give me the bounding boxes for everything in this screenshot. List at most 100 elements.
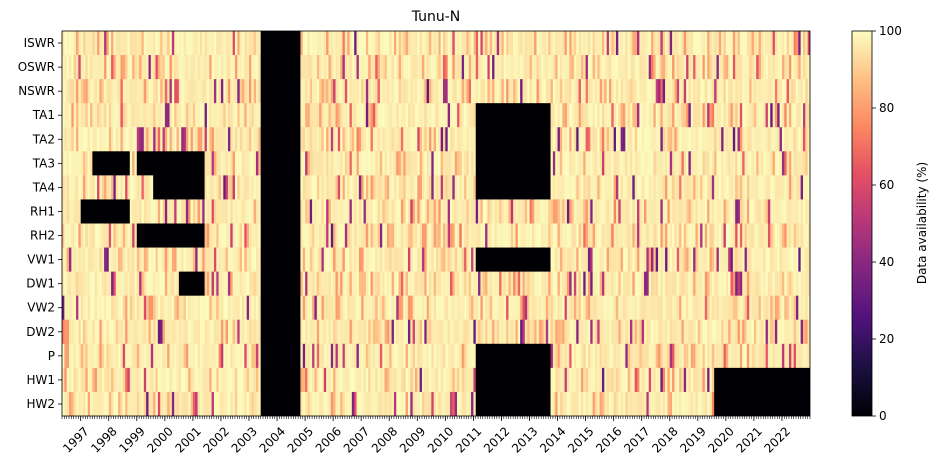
heatmap-cell (234, 295, 238, 321)
heatmap-cell (71, 151, 75, 176)
heatmap-cell (330, 391, 334, 416)
heatmap-cell (485, 31, 488, 56)
heatmap-cell (227, 391, 231, 416)
heatmap-cell (644, 55, 647, 80)
heatmap-cell (83, 31, 86, 56)
heatmap-cell (538, 175, 542, 200)
heatmap-cell (80, 223, 84, 248)
heatmap-cell (443, 127, 446, 152)
heatmap-cell (407, 79, 411, 104)
heatmap-cell (298, 175, 301, 200)
heatmap-cell (704, 223, 708, 248)
heatmap-cell (62, 391, 65, 416)
heatmap-cell (627, 319, 631, 345)
heatmap-cell (108, 223, 112, 248)
heatmap-cell (494, 127, 498, 152)
heatmap-cell (651, 31, 654, 56)
heatmap-cell (665, 343, 668, 369)
heatmap-cell (209, 295, 212, 321)
heatmap-cell (185, 247, 189, 273)
heatmap-cell (391, 295, 395, 321)
heatmap-cell (391, 127, 395, 152)
heatmap-cell (78, 271, 82, 297)
heatmap-cell (681, 319, 685, 345)
heatmap-cell (239, 343, 243, 369)
heatmap-cell (644, 319, 647, 345)
heatmap-cell (244, 271, 248, 297)
heatmap-cell (379, 31, 383, 56)
heatmap-cell (155, 391, 159, 416)
heatmap-cell (501, 151, 505, 176)
heatmap-cell (702, 223, 706, 248)
heatmap-cell (199, 79, 203, 104)
heatmap-cell (774, 199, 778, 224)
heatmap-cell (361, 247, 364, 273)
heatmap-cell (272, 343, 276, 369)
heatmap-cell (520, 319, 523, 345)
heatmap-cell (669, 79, 673, 104)
heatmap-cell (141, 175, 145, 200)
heatmap-cell (594, 271, 598, 297)
heatmap-cell (515, 31, 519, 56)
heatmap-cell (557, 271, 561, 297)
heatmap-cell (160, 367, 163, 393)
heatmap-cell (793, 247, 797, 273)
heatmap-cell (781, 175, 785, 200)
heatmap-cell (143, 319, 147, 345)
heatmap-cell (302, 295, 306, 321)
heatmap-cell (94, 271, 98, 297)
heatmap-cell (139, 103, 142, 128)
heatmap-cell (386, 391, 390, 416)
heatmap-cell (737, 247, 741, 273)
heatmap-cell (412, 103, 416, 128)
heatmap-cell (239, 79, 243, 104)
heatmap-cell (419, 175, 423, 200)
heatmap-cell (398, 127, 402, 152)
heatmap-cell (405, 367, 409, 393)
heatmap-cell (461, 319, 465, 345)
heatmap-cell (457, 55, 460, 80)
heatmap-cell (779, 343, 783, 369)
heatmap-cell (153, 103, 156, 128)
heatmap-cell (791, 367, 795, 393)
heatmap-cell (466, 175, 470, 200)
heatmap-cell (564, 31, 568, 56)
heatmap-cell (393, 103, 397, 128)
heatmap-cell (634, 31, 638, 56)
heatmap-cell (384, 295, 388, 321)
heatmap-cell (206, 199, 210, 224)
heatmap-cell (171, 247, 175, 273)
heatmap-cell (178, 367, 182, 393)
heatmap-cell (305, 223, 308, 248)
heatmap-cell (786, 31, 790, 56)
heatmap-cell (206, 319, 210, 345)
heatmap-cell (503, 55, 507, 80)
heatmap-cell (132, 31, 135, 56)
heatmap-cell (676, 199, 680, 224)
heatmap-cell (106, 175, 110, 200)
heatmap-cell (216, 391, 220, 416)
heatmap-cell (344, 79, 348, 104)
heatmap-cell (316, 367, 320, 393)
heatmap-cell (330, 271, 334, 297)
heatmap-cell (148, 343, 152, 369)
heatmap-cell (277, 151, 280, 176)
heatmap-cell (499, 199, 502, 224)
heatmap-cell (272, 175, 276, 200)
heatmap-cell (284, 271, 287, 297)
heatmap-cell (136, 151, 140, 176)
heatmap-cell (181, 79, 184, 104)
heatmap-cell (249, 127, 252, 152)
heatmap-cell (293, 151, 297, 176)
heatmap-cell (714, 271, 717, 297)
heatmap-cell (85, 199, 89, 224)
heatmap-cell (641, 295, 645, 321)
heatmap-cell (791, 151, 795, 176)
heatmap-cell (286, 247, 290, 273)
heatmap-cell (241, 55, 245, 80)
heatmap-cell (746, 319, 750, 345)
heatmap-cell (751, 127, 755, 152)
heatmap-cell (417, 319, 421, 345)
heatmap-cell (714, 367, 717, 393)
heatmap-cell (167, 223, 170, 248)
